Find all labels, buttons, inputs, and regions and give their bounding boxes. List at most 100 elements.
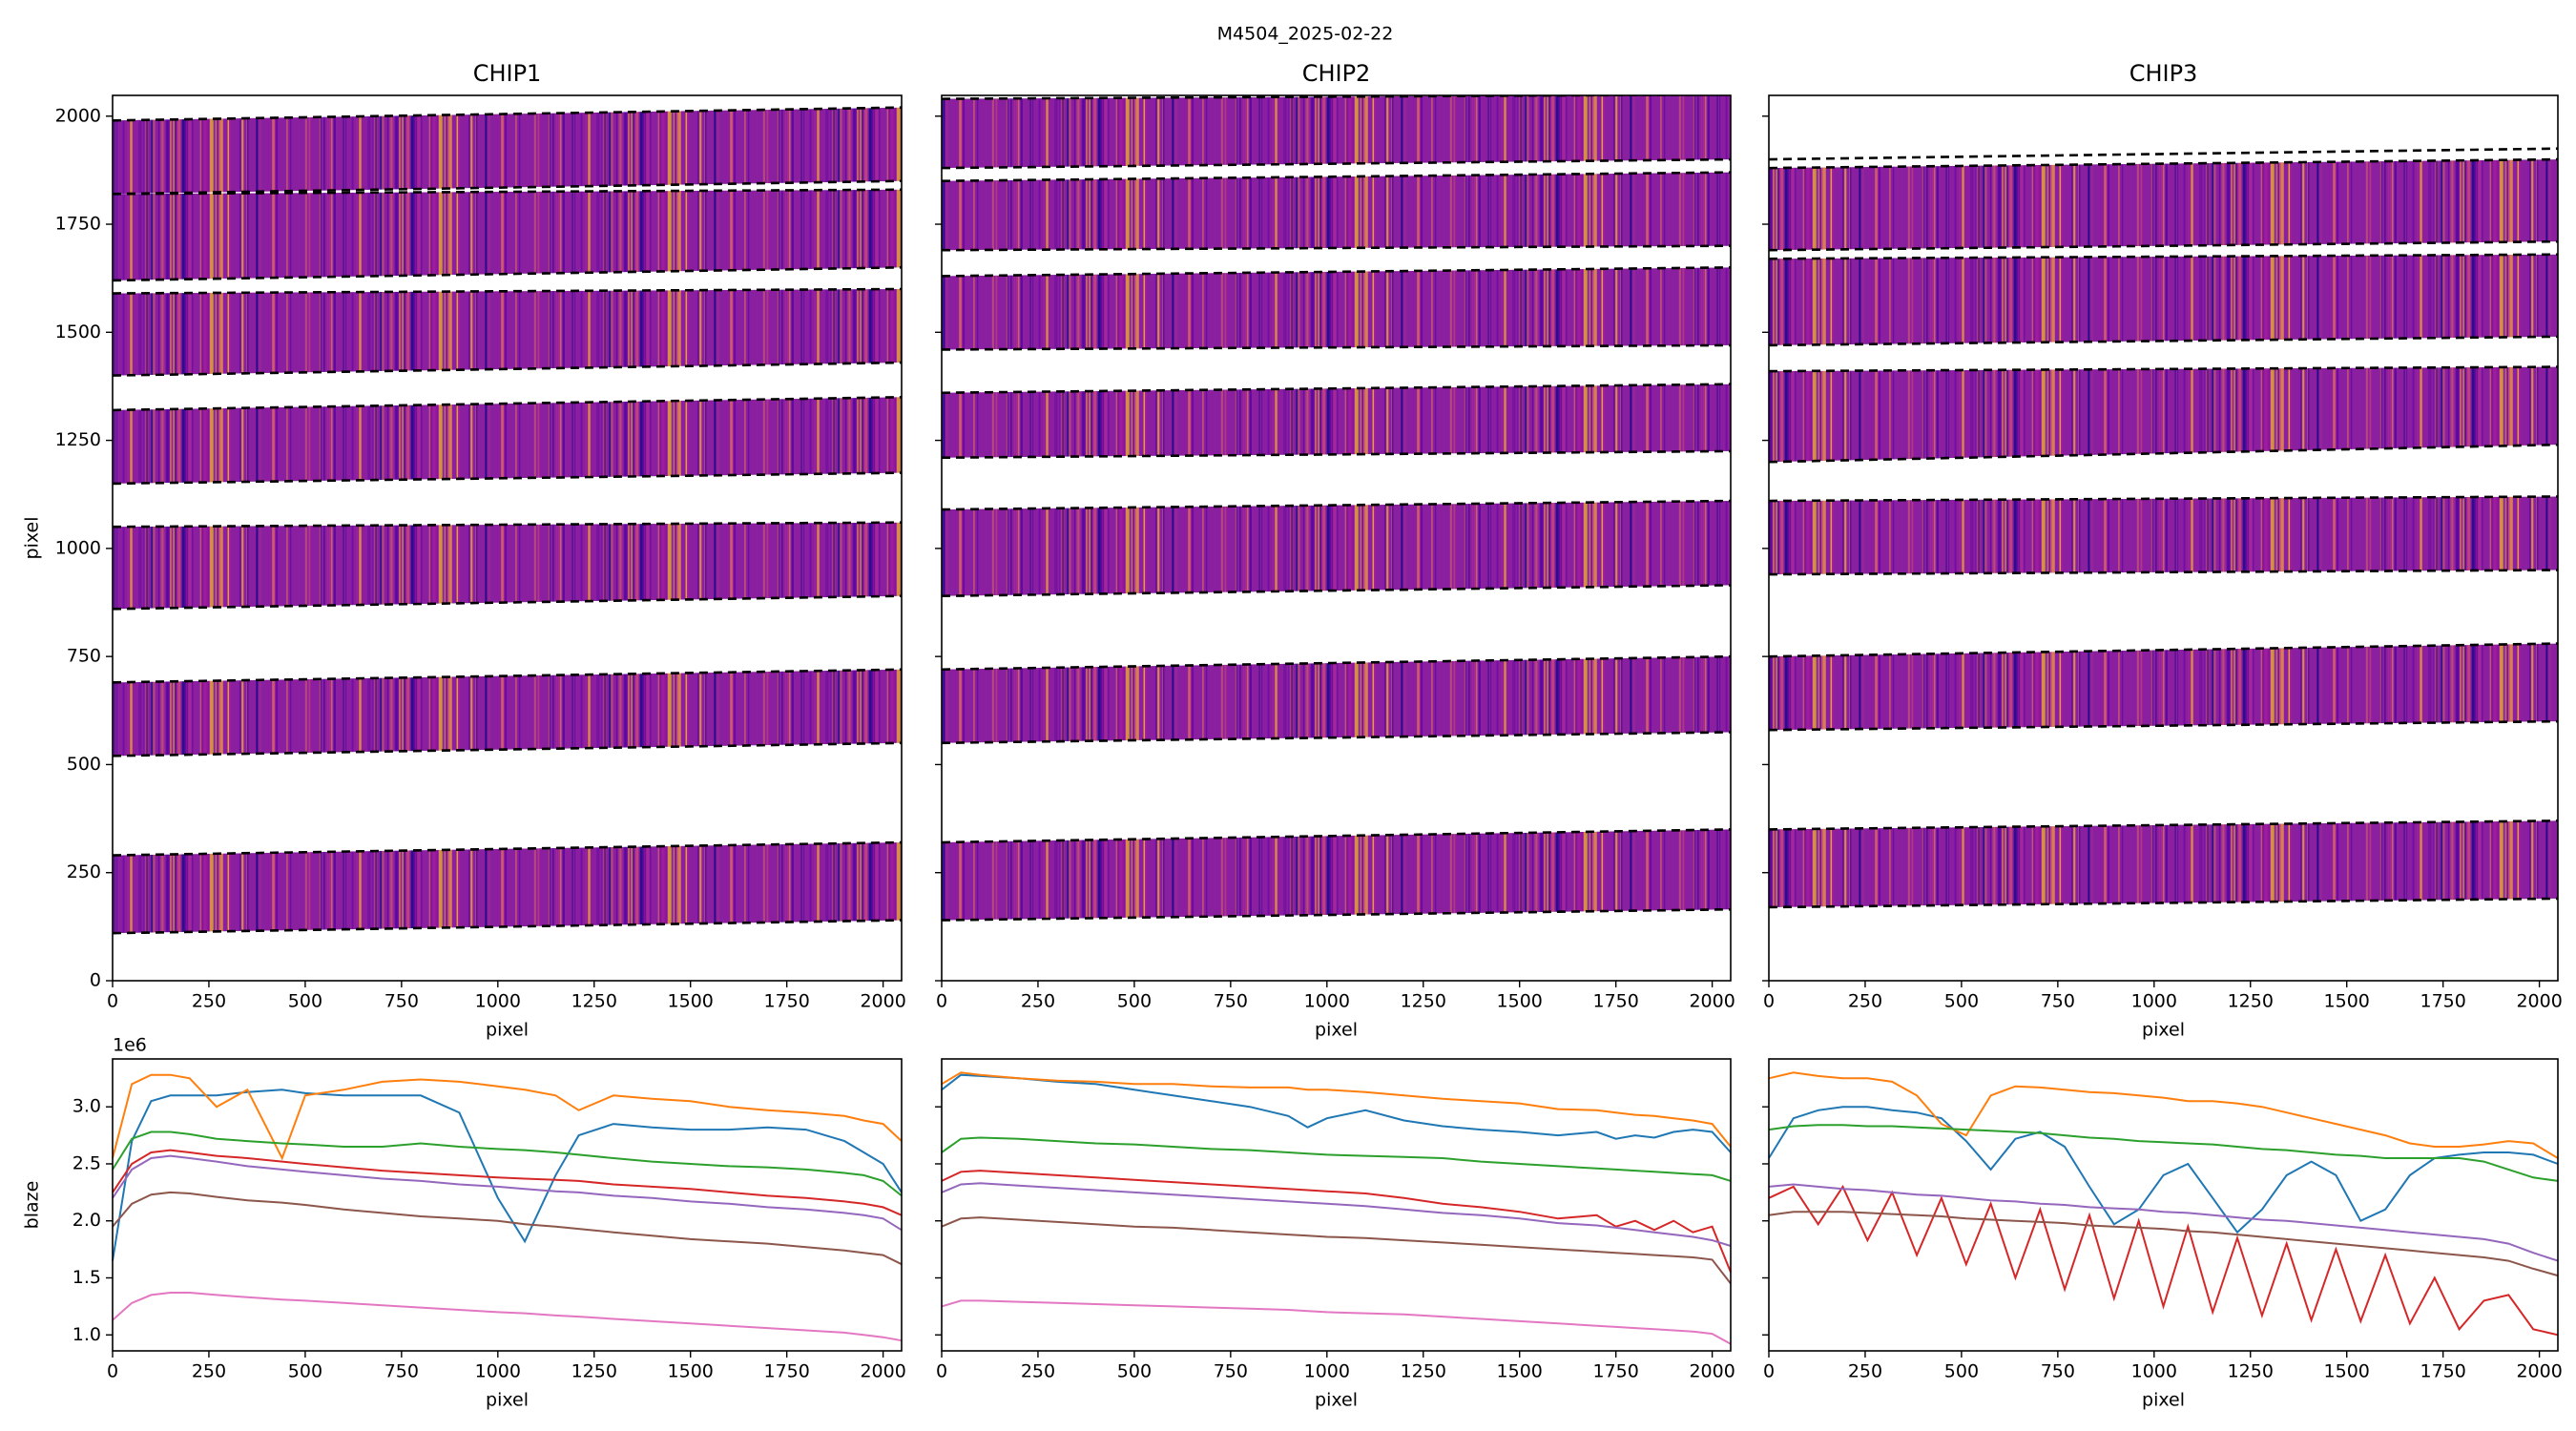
y-tick-label: 3.0 (73, 1096, 101, 1117)
order-band (1769, 366, 2558, 463)
y-tick-label: 1500 (55, 321, 101, 342)
blaze-curve (112, 1073, 903, 1161)
panel-title: CHIP3 (2129, 60, 2198, 87)
y-tick-label: 1250 (55, 429, 101, 450)
order-band (942, 656, 1731, 743)
x-tick-label: 250 (1848, 1361, 1882, 1382)
x-tick-label: 1750 (763, 991, 809, 1012)
x-tick-label: 250 (1021, 1361, 1055, 1382)
image-panel: CHIP3 0 250 500 750 1000 1250 1500 1750 2000 pixel (1762, 60, 2563, 1041)
x-tick-label: 0 (107, 1361, 118, 1382)
trace-edge (1769, 147, 2558, 161)
order-band (113, 522, 902, 610)
order-band (113, 107, 902, 195)
blaze-curve (1768, 1184, 2559, 1337)
trace-edge (942, 383, 1731, 395)
blaze-panel: 0 250 500 750 1000 1250 1500 1750 2000 pixel (1762, 1058, 2563, 1411)
x-tick-label: 1500 (2324, 1361, 2370, 1382)
trace-edge (942, 244, 1731, 252)
trace-edge (113, 741, 902, 757)
trace-edge (942, 95, 1731, 100)
trace-edge (942, 157, 1731, 170)
blaze-curve (941, 1299, 1732, 1345)
curves (1768, 1071, 2559, 1337)
axes-frame (941, 1058, 1732, 1352)
x-tick-label: 1000 (1304, 1361, 1350, 1382)
order-band (1769, 496, 2558, 575)
blaze-curve (1768, 1183, 2559, 1262)
order-band (113, 289, 902, 376)
blaze-curve (941, 1136, 1732, 1182)
trace-edge (1769, 239, 2558, 252)
order-band (1769, 254, 2558, 345)
order-band (942, 267, 1731, 350)
x-tick-label: 0 (936, 991, 947, 1012)
trace-edge (113, 840, 902, 857)
trace-edge (942, 654, 1731, 672)
axes-frame (112, 1058, 903, 1352)
order-band (1769, 159, 2558, 251)
blaze-curve (941, 1182, 1732, 1247)
trace-edge (1769, 365, 2558, 373)
trace-edge (113, 594, 902, 611)
y-tick-label: 1000 (55, 537, 101, 558)
axes-frame (1768, 94, 2559, 982)
x-tick-label: 1250 (2228, 991, 2274, 1012)
trace-edge (942, 731, 1731, 745)
trace-edge (1769, 719, 2558, 732)
panel-title: CHIP1 (473, 60, 542, 87)
x-tick-label: 500 (288, 1361, 322, 1382)
trace-edge (113, 668, 902, 684)
x-tick-label: 500 (1117, 991, 1152, 1012)
x-tick-label: 2000 (2516, 1361, 2562, 1382)
x-tick-label: 1250 (571, 991, 617, 1012)
trace-edge (942, 828, 1731, 844)
x-tick-label: 1500 (668, 991, 714, 1012)
trace-edge (113, 179, 902, 196)
blaze-curve (112, 1292, 903, 1342)
x-tick-label: 250 (1021, 991, 1055, 1012)
axes-frame (1768, 1058, 2559, 1352)
x-tick-label: 1500 (2324, 991, 2370, 1012)
trace-edge (1769, 819, 2558, 831)
x-tick-label: 500 (1944, 1361, 1979, 1382)
curves (112, 1073, 903, 1342)
x-tick-label: 750 (1214, 991, 1248, 1012)
panel-title: CHIP2 (1302, 60, 1371, 87)
x-tick-label: 250 (192, 1361, 226, 1382)
blaze-curve (941, 1170, 1732, 1273)
blaze-curve (112, 1089, 903, 1261)
trace-edge (942, 343, 1731, 351)
trace-edge (113, 919, 902, 935)
trace-edge (942, 499, 1731, 511)
order-band (942, 384, 1731, 458)
x-axis-label: pixel (486, 1020, 529, 1041)
x-axis-label: pixel (2142, 1020, 2185, 1041)
trace-edge (113, 471, 902, 486)
blaze-curve (112, 1130, 903, 1197)
y-tick-label: 250 (67, 861, 101, 882)
trace-edge (942, 266, 1731, 278)
trace-edge (1769, 157, 2558, 170)
y-axis-label: blaze (22, 1181, 43, 1230)
x-tick-label: 1000 (475, 1361, 521, 1382)
order-band (113, 397, 902, 484)
blaze-curve (112, 1149, 903, 1216)
x-tick-label: 2000 (1689, 1361, 1735, 1382)
order-band (942, 829, 1731, 921)
y-tick-label: 0 (90, 970, 101, 991)
axes-frame (941, 94, 1732, 982)
trace-edge (113, 266, 902, 282)
trace-edge (113, 287, 902, 295)
x-tick-label: 1250 (1401, 991, 1446, 1012)
x-axis-label: pixel (486, 1390, 529, 1411)
x-tick-label: 0 (1763, 991, 1775, 1012)
blaze-curve (112, 1154, 903, 1232)
x-tick-label: 1250 (1401, 1361, 1446, 1382)
curves (941, 1071, 1732, 1345)
x-tick-label: 250 (1848, 991, 1882, 1012)
bands (1769, 147, 2558, 909)
x-tick-label: 1750 (2420, 1361, 2465, 1382)
blaze-panel: 1e6 0 250 500 750 1000 1250 1500 1750 2000 1.0 1.5 2… (22, 1035, 906, 1411)
x-tick-label: 1000 (475, 991, 521, 1012)
